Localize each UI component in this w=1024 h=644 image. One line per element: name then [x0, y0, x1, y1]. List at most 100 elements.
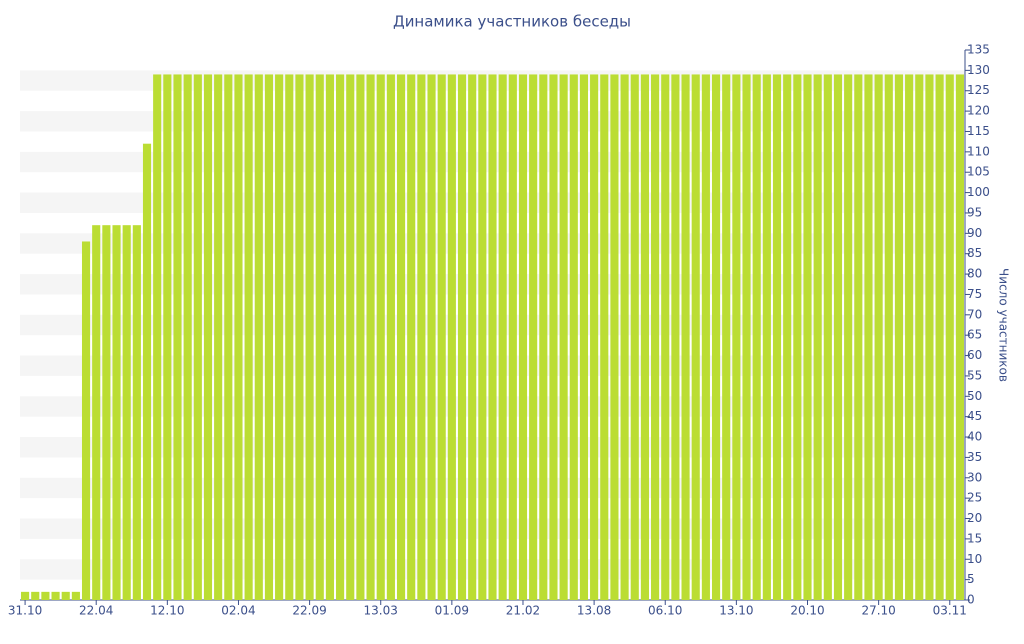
bar	[417, 74, 426, 600]
x-tick-label: 20.10	[790, 604, 824, 618]
bar	[722, 74, 731, 600]
bar	[396, 74, 406, 600]
x-tick-label: 02.04	[221, 604, 255, 618]
y-tick-label: 110	[967, 144, 990, 158]
bar	[112, 225, 121, 600]
y-tick-label: 10	[967, 552, 982, 566]
bar	[701, 74, 710, 600]
bar	[508, 74, 517, 600]
bar	[945, 74, 954, 600]
bar	[793, 74, 802, 600]
bar	[61, 591, 70, 600]
bar	[681, 74, 690, 600]
bar	[783, 74, 792, 600]
bar	[600, 74, 609, 600]
bar	[214, 74, 223, 600]
bar	[498, 74, 507, 600]
y-tick-label: 115	[967, 124, 990, 138]
x-tick-label: 12.10	[150, 604, 184, 618]
bar	[559, 74, 568, 600]
y-tick-label: 5	[967, 572, 975, 586]
bar	[285, 74, 294, 600]
bar	[325, 74, 334, 600]
y-tick-label: 100	[967, 185, 990, 199]
bar	[640, 74, 649, 600]
y-tick-label: 120	[967, 104, 990, 118]
bar	[346, 74, 355, 600]
y-tick-label: 105	[967, 165, 990, 179]
x-tick-label: 27.10	[861, 604, 895, 618]
bar	[833, 74, 843, 600]
x-tick-label: 13.08	[577, 604, 611, 618]
bar	[762, 74, 771, 600]
bar	[468, 74, 477, 600]
y-tick-label: 70	[967, 307, 982, 321]
bar	[142, 143, 152, 600]
y-tick-label: 75	[967, 287, 982, 301]
bar	[386, 74, 395, 600]
bar	[356, 74, 365, 600]
bar	[691, 74, 700, 600]
bar	[935, 74, 944, 600]
x-tick-label: 22.04	[79, 604, 113, 618]
bar	[31, 591, 40, 600]
y-tick-label: 55	[967, 368, 982, 382]
bar	[203, 74, 213, 600]
bar	[711, 74, 721, 600]
bar	[864, 74, 873, 600]
y-axis-label: Число участников	[997, 268, 1011, 382]
bar	[366, 74, 375, 600]
bar	[549, 74, 558, 600]
y-tick-label: 90	[967, 226, 982, 240]
bar	[752, 74, 761, 600]
y-tick-label: 125	[967, 83, 990, 97]
bar	[41, 591, 50, 600]
bar	[102, 225, 111, 600]
y-tick-label: 30	[967, 470, 982, 484]
bar	[244, 74, 253, 600]
bar	[51, 591, 60, 600]
bar	[173, 74, 182, 600]
bar	[823, 74, 832, 600]
bar	[336, 74, 345, 600]
bar	[234, 74, 243, 600]
bar	[630, 74, 639, 600]
bar	[610, 74, 619, 600]
bar	[488, 74, 497, 600]
bar	[529, 74, 538, 600]
y-tick-label: 25	[967, 491, 982, 505]
y-tick-label: 135	[967, 43, 990, 57]
bar	[884, 74, 893, 600]
bar	[457, 74, 467, 600]
chart-title: Динамика участников беседы	[393, 13, 631, 31]
bar	[742, 74, 751, 600]
y-tick-label: 50	[967, 389, 982, 403]
bar	[427, 74, 436, 600]
bar	[569, 74, 578, 600]
y-tick-label: 65	[967, 328, 982, 342]
bar	[651, 74, 660, 600]
bar	[183, 74, 192, 600]
bar	[772, 74, 782, 600]
y-tick-label: 95	[967, 205, 982, 219]
y-tick-label: 85	[967, 246, 982, 260]
bar	[275, 74, 284, 600]
bar	[132, 225, 141, 600]
bar	[803, 74, 812, 600]
bar	[407, 74, 416, 600]
x-tick-label: 06.10	[648, 604, 682, 618]
bar	[874, 74, 883, 600]
bar	[305, 74, 314, 600]
bar	[153, 74, 162, 600]
y-tick-label: 15	[967, 531, 982, 545]
bar	[163, 74, 172, 600]
x-tick-label: 13.10	[719, 604, 753, 618]
bar	[92, 225, 101, 600]
x-tick-label: 31.10	[8, 604, 42, 618]
bar	[925, 74, 934, 600]
bar	[264, 74, 274, 600]
bar	[376, 74, 385, 600]
bar	[81, 241, 91, 600]
bar	[955, 74, 964, 600]
y-tick-label: 35	[967, 450, 982, 464]
